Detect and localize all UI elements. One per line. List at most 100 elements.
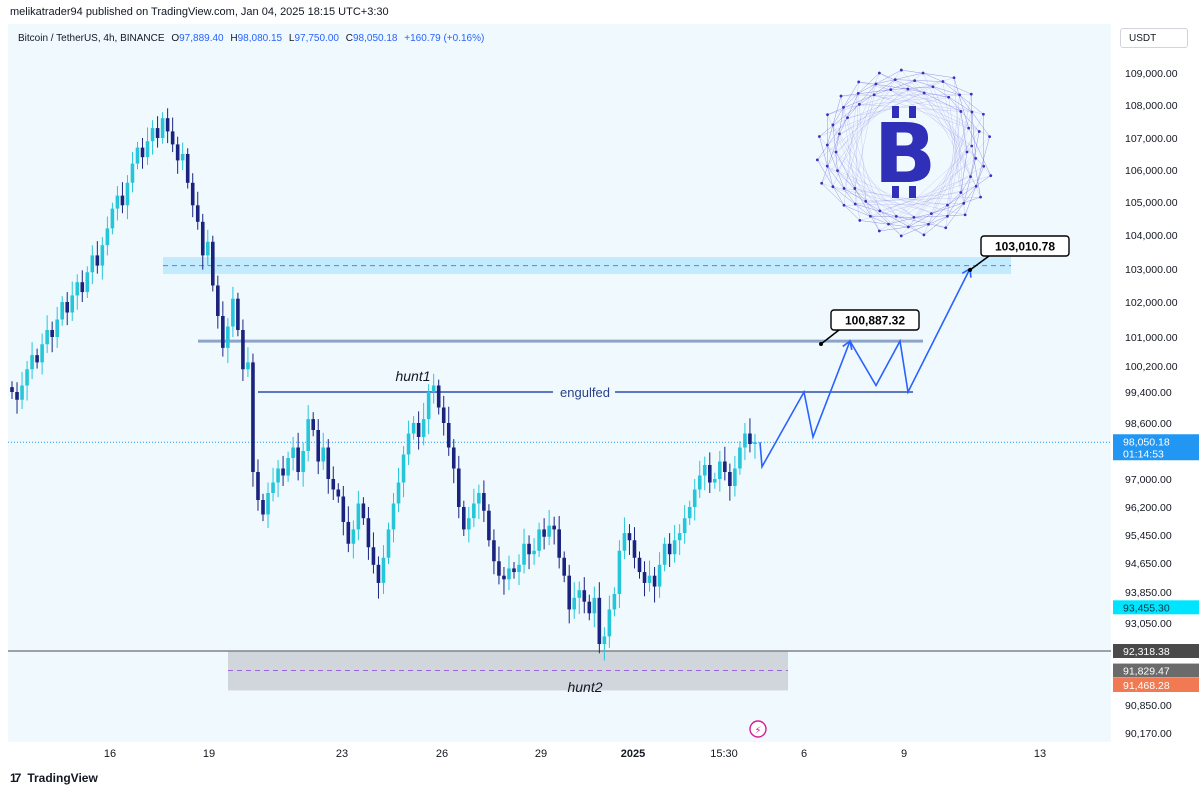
network-edge [879, 210, 925, 236]
symbol-legend: Bitcoin / TetherUS, 4h, BINANCE O97,889.… [18, 33, 484, 44]
candle-body [386, 529, 391, 558]
candle-body [10, 387, 14, 392]
network-node [913, 79, 917, 83]
network-node [906, 87, 910, 91]
low-label: L [288, 33, 295, 44]
network-node [946, 214, 949, 218]
candle-body [366, 518, 371, 548]
callout-pointer [820, 329, 840, 345]
candle-body [90, 255, 95, 273]
candle-body [477, 493, 481, 504]
network-edge [854, 188, 966, 216]
candle-body [617, 550, 622, 594]
time-axis[interactable]: 16 19 23 26 29 2025 15:30 6 9 13 [8, 742, 1111, 770]
network-edge [832, 124, 838, 171]
network-node [815, 158, 819, 162]
candle-body [135, 147, 140, 164]
candle-body [707, 465, 712, 483]
candle-body [231, 298, 235, 327]
candle-body [251, 362, 255, 472]
callout-box [830, 309, 920, 331]
candle-body [50, 330, 54, 337]
tradingview-logo[interactable]: 17 TradingView [10, 771, 98, 785]
candle-body [246, 362, 250, 370]
network-edge [874, 80, 915, 95]
candle-body [436, 385, 441, 408]
price-badge-bg [1113, 663, 1199, 678]
candle-body [341, 496, 346, 522]
price-chart[interactable]: 100,887.32 103,010.78 hunt1 hunt2 engulfed B ⚡ [8, 24, 1111, 742]
network-node [831, 123, 835, 127]
candle-body [165, 118, 170, 132]
network-node [853, 187, 857, 190]
price-axis[interactable]: 109,000.00 108,000.00 107,000.00 106,000.00… [1111, 24, 1200, 742]
candle-body [487, 510, 491, 541]
candle-body [266, 493, 270, 515]
callout-dot [819, 342, 823, 346]
candle-body [241, 330, 245, 370]
network-edge [843, 203, 964, 206]
candle-body [306, 419, 310, 451]
price-tick-label: 105,000.00 [1125, 197, 1178, 209]
candle-body [391, 503, 396, 530]
network-edge [817, 159, 845, 206]
network-edge [922, 72, 972, 95]
network-edge [875, 72, 924, 85]
candle-body [572, 597, 577, 610]
network-edge [896, 151, 968, 217]
network-node [893, 78, 897, 82]
candle-body [441, 407, 446, 423]
symbol-name: Bitcoin / TetherUS, 4h, BINANCE [18, 33, 165, 44]
candle-body [702, 465, 707, 476]
network-edge [924, 92, 961, 112]
price-badge-label: 93,455.30 [1123, 602, 1170, 614]
candle-body [381, 557, 386, 583]
candle-body [261, 500, 265, 515]
network-edge [827, 94, 875, 115]
candle-body [170, 131, 175, 145]
candle-body [60, 302, 64, 320]
network-edge [843, 83, 877, 189]
network-edge [896, 216, 946, 228]
candle-body [451, 447, 456, 469]
network-node [927, 222, 930, 226]
network-edge [858, 81, 908, 90]
bitcoin-bar [909, 106, 916, 118]
network-edge [827, 96, 842, 146]
candle-body [517, 564, 521, 573]
network-edge [879, 224, 929, 232]
price-tick-label: 95,450.00 [1125, 530, 1172, 542]
price-badge: 91,829.47 [1113, 663, 1199, 678]
candle-body [672, 540, 677, 555]
network-edge [945, 186, 977, 228]
price-badge-label: 91,829.47 [1123, 666, 1170, 678]
engulfed-tag: engulfed [553, 384, 615, 400]
bitcoin-symbol: B [874, 107, 937, 202]
network-node [894, 215, 898, 218]
network-node [969, 92, 973, 96]
candle-body [642, 572, 647, 583]
candle-body [105, 228, 110, 246]
network-node [912, 216, 916, 219]
price-badge: 91,468.28 [1113, 678, 1199, 692]
candle-body [75, 282, 80, 296]
candle-body [728, 472, 732, 486]
bitcoin-bar [892, 186, 899, 198]
network-edge [888, 213, 932, 225]
chart-plot-area[interactable]: 100,887.32 103,010.78 hunt1 hunt2 engulfed B ⚡ [8, 24, 1111, 742]
candle-body [311, 419, 315, 430]
network-node [981, 112, 985, 116]
currency-selector[interactable]: USDT [1120, 28, 1188, 48]
candle-body [70, 295, 75, 313]
network-node [965, 150, 969, 154]
network-node [817, 135, 821, 138]
price-tick-label: 107,000.00 [1125, 133, 1178, 145]
network-edge [835, 151, 856, 189]
change-value: +160.79 (+0.16%) [404, 33, 485, 44]
candle-body [713, 479, 717, 483]
candle-body [15, 392, 19, 400]
candle-body [150, 128, 155, 142]
network-edge [931, 111, 973, 214]
candle-body [95, 255, 100, 266]
open-label: O [171, 33, 180, 44]
